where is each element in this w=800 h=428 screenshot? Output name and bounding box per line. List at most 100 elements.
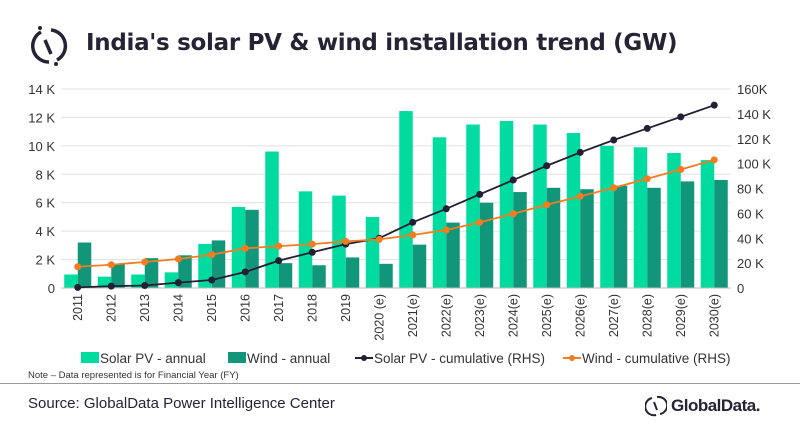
bar-wind-annual [479, 202, 494, 288]
point-solar-cumulative [442, 205, 450, 213]
x-tick-label: 2012 [104, 294, 118, 322]
bar-solar-annual [298, 191, 313, 288]
bar-wind-annual [647, 187, 661, 288]
y-right-tick-label: 20 K [737, 256, 764, 271]
point-wind-cumulative [241, 244, 249, 252]
point-solar-cumulative [509, 176, 517, 184]
point-wind-cumulative [74, 263, 82, 271]
point-solar-cumulative [409, 218, 417, 226]
bar-wind-annual [446, 222, 460, 288]
bar-wind-annual [178, 255, 192, 288]
bar-wind-annual [379, 263, 393, 288]
legend-label: Wind - cumulative (RHS) [582, 351, 731, 366]
y-left-tick-label: 6 K [35, 196, 55, 211]
globaldata-logo-icon [645, 395, 667, 417]
bar-wind-annual [111, 263, 125, 288]
bar-wind-annual [513, 192, 527, 288]
bar-solar-annual [466, 124, 480, 289]
bar-wind-annual [680, 181, 695, 288]
x-tick-label: 2018 [305, 294, 319, 322]
bar-wind-annual [580, 189, 594, 288]
x-tick-label: 2017 [272, 294, 286, 322]
point-solar-cumulative [141, 282, 149, 290]
point-wind-cumulative [576, 192, 584, 200]
x-tick-label: 2020 (e) [372, 294, 386, 341]
y-left-tick-label: 14 K [28, 82, 55, 97]
x-tick-label: 2013 [138, 294, 152, 322]
bar-wind-annual [144, 258, 159, 288]
footnote: Note – Data represented is for Financial… [28, 370, 239, 381]
x-tick-label: 2023(e) [473, 294, 487, 337]
x-tick-label: 2022(e) [439, 294, 453, 337]
point-solar-cumulative [241, 268, 249, 276]
point-wind-cumulative [208, 251, 216, 259]
x-tick-label: 2019 [339, 294, 353, 322]
x-tick-label: 2024(e) [506, 294, 520, 337]
x-tick-label: 2027(e) [607, 294, 621, 337]
point-wind-cumulative [643, 175, 651, 183]
point-wind-cumulative [375, 235, 383, 243]
bar-solar-annual [499, 120, 514, 288]
y-left-tick-label: 8 K [35, 167, 55, 182]
point-solar-cumulative [643, 124, 651, 132]
legend-label: Solar PV - cumulative (RHS) [374, 351, 545, 366]
point-solar-cumulative [543, 162, 551, 170]
point-wind-cumulative [476, 218, 484, 226]
y-right-tick-label: 60 K [737, 206, 764, 221]
point-wind-cumulative [308, 240, 316, 248]
y-right-tick-label: 140 K [737, 107, 771, 122]
bar-wind-annual [613, 185, 628, 288]
point-wind-cumulative [509, 210, 517, 218]
legend-label: Solar PV - annual [100, 351, 206, 366]
point-solar-cumulative [576, 148, 584, 156]
x-tick-label: 2015 [205, 294, 219, 322]
brand-logo: GlobalData. [645, 393, 760, 419]
bar-solar-annual [231, 206, 246, 288]
bar-wind-annual [278, 263, 293, 288]
point-wind-cumulative [610, 184, 618, 192]
bar-solar-annual [633, 147, 648, 288]
brand-name: GlobalData. [671, 396, 760, 415]
bar-wind-annual [714, 179, 728, 288]
point-wind-cumulative [107, 261, 115, 269]
point-wind-cumulative [174, 255, 182, 263]
legend-swatch-marker [569, 355, 575, 361]
y-right-tick-label: 120 K [737, 132, 771, 147]
y-right-tick-label: 100 K [737, 157, 771, 172]
bar-wind-annual [312, 265, 326, 288]
point-solar-cumulative [308, 248, 316, 256]
x-tick-label: 2016 [238, 294, 252, 322]
globaldata-logo-icon [31, 26, 68, 66]
bar-solar-annual [600, 145, 614, 288]
legend-swatch-marker [361, 355, 367, 361]
point-solar-cumulative [174, 279, 182, 287]
chart: 0 2 K 4 K 6 K 8 K 10 K 12 K 14 K 0 20 K 40 K 60 K 80… [28, 82, 771, 366]
point-wind-cumulative [409, 231, 417, 239]
bar-solar-annual [700, 160, 715, 288]
x-tick-label: 2014 [171, 294, 185, 322]
point-solar-cumulative [208, 276, 216, 284]
point-wind-cumulative [342, 237, 350, 245]
bar-solar-annual [365, 216, 380, 288]
x-tick-label: 2025(e) [540, 294, 554, 337]
source-text: Source: GlobalData Power Intelligence Ce… [28, 395, 335, 412]
point-solar-cumulative [677, 113, 685, 121]
point-wind-cumulative [141, 258, 149, 266]
point-wind-cumulative [710, 156, 718, 164]
y-right-tick-label: 80 K [737, 182, 764, 197]
line-solar-cumulative [77, 104, 715, 289]
legend-swatch [81, 352, 99, 363]
x-tick-label: 2030(e) [707, 294, 721, 337]
bar-solar-annual [432, 137, 447, 288]
y-right-tick-label: 160K [737, 82, 768, 97]
y-left-tick-label: 10 K [28, 139, 55, 154]
point-wind-cumulative [442, 226, 450, 234]
divider [0, 383, 800, 384]
point-solar-cumulative [74, 283, 82, 291]
x-tick-label: 2026(e) [573, 294, 587, 337]
point-solar-cumulative [476, 190, 484, 198]
legend-swatch [228, 352, 246, 363]
x-tick-label: 2028(e) [640, 294, 654, 337]
bar-solar-annual [399, 111, 413, 289]
